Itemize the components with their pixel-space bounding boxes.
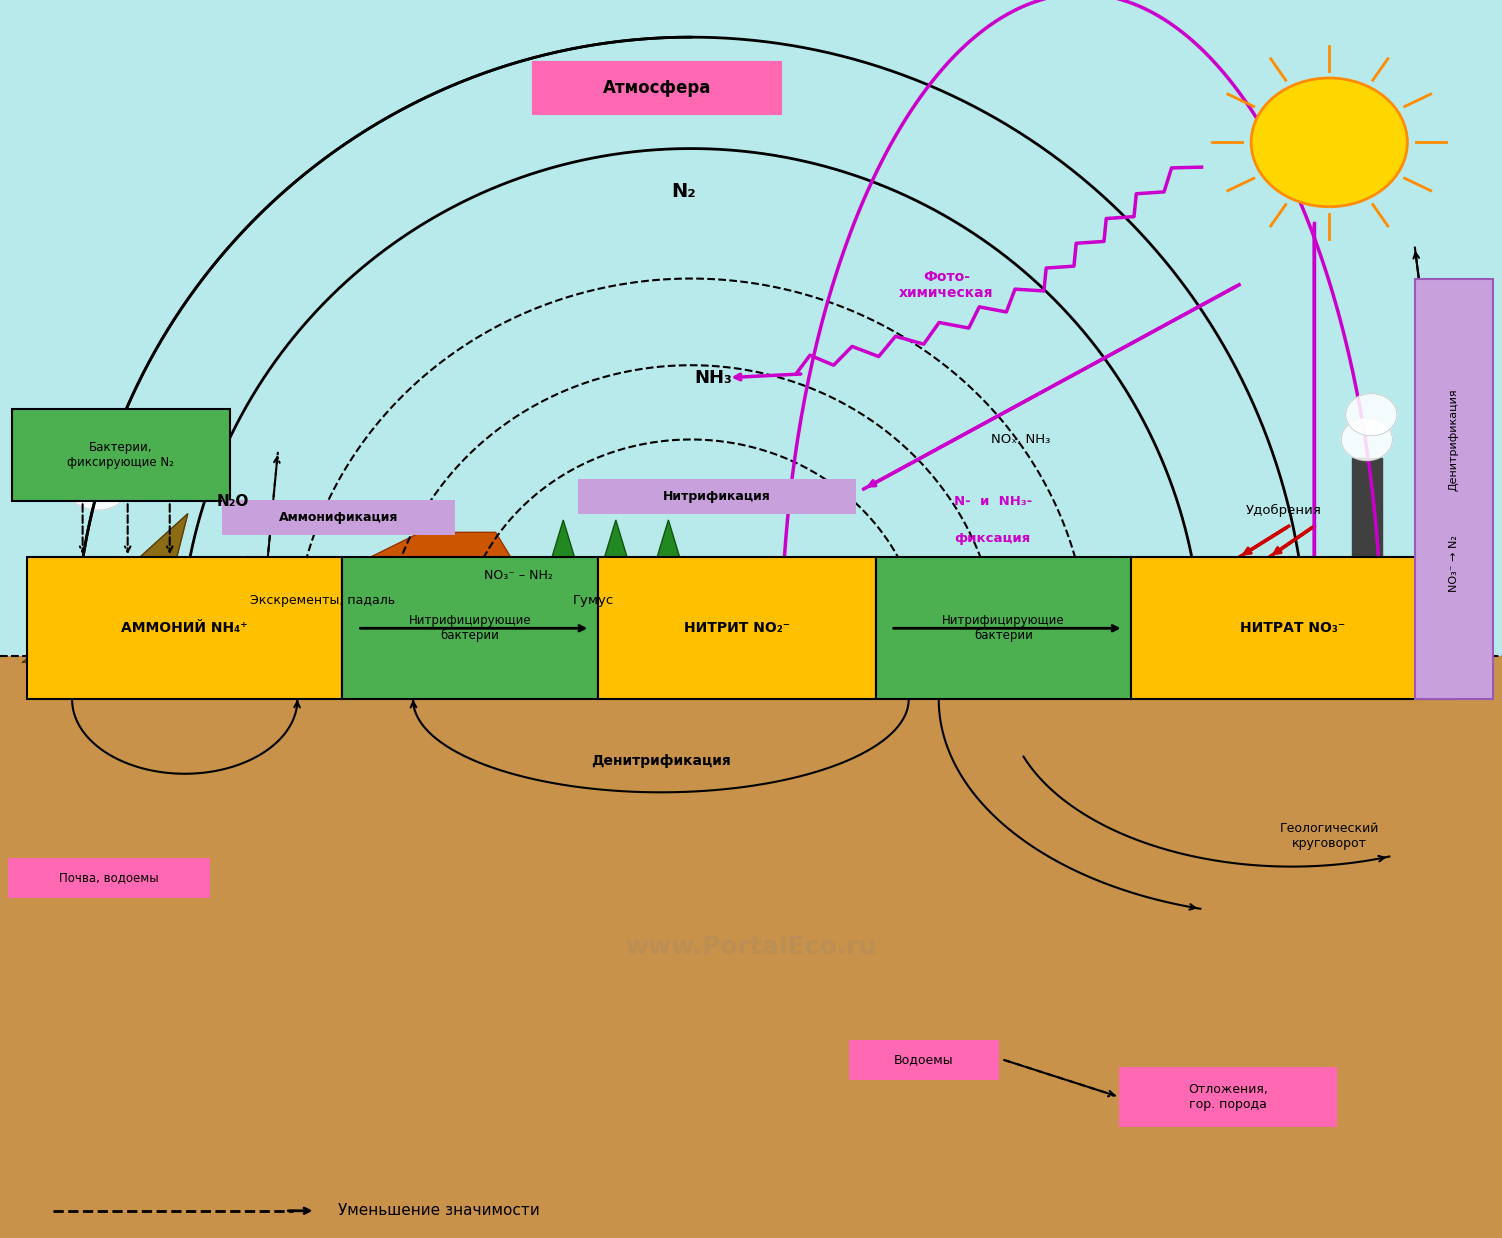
Bar <box>605 638 626 669</box>
FancyBboxPatch shape <box>222 500 455 535</box>
FancyBboxPatch shape <box>1415 279 1493 699</box>
FancyBboxPatch shape <box>598 557 876 699</box>
Text: АММОНИЙ NH₄⁺: АММОНИЙ NH₄⁺ <box>122 621 248 635</box>
FancyBboxPatch shape <box>533 62 781 114</box>
Text: НИТРИТ NO₂⁻: НИТРИТ NO₂⁻ <box>683 621 790 635</box>
Text: Гумус: Гумус <box>572 594 614 607</box>
FancyBboxPatch shape <box>849 1040 999 1080</box>
Text: N₂O: N₂O <box>216 494 249 509</box>
Text: Геологический
круговорот: Геологический круговорот <box>1280 822 1379 849</box>
Circle shape <box>65 456 131 510</box>
Text: фиксация: фиксация <box>954 532 1030 545</box>
Bar <box>553 638 574 669</box>
Polygon shape <box>345 532 526 644</box>
Text: Отложения,
гор. порода: Отложения, гор. порода <box>1188 1083 1268 1110</box>
Text: N-  и  NH₃-: N- и NH₃- <box>954 495 1032 508</box>
Bar <box>658 638 679 669</box>
Polygon shape <box>631 520 706 644</box>
FancyBboxPatch shape <box>876 557 1131 699</box>
FancyBboxPatch shape <box>1119 1067 1337 1127</box>
Text: Атмосфера: Атмосфера <box>602 79 712 97</box>
Text: Аммонификация: Аммонификация <box>279 511 398 524</box>
FancyBboxPatch shape <box>578 479 856 514</box>
Text: Нитрифицирующие
бактерии: Нитрифицирующие бактерии <box>942 614 1065 643</box>
Text: Денитрификация: Денитрификация <box>1449 389 1458 490</box>
Text: Экскременты, падаль: Экскременты, падаль <box>251 594 395 607</box>
FancyBboxPatch shape <box>0 656 1502 1238</box>
Circle shape <box>1346 394 1397 436</box>
FancyBboxPatch shape <box>0 0 1502 656</box>
Polygon shape <box>1269 557 1404 656</box>
Polygon shape <box>526 520 601 644</box>
Text: Нитрифицирующие
бактерии: Нитрифицирующие бактерии <box>409 614 532 643</box>
Polygon shape <box>1352 458 1382 557</box>
Text: Фото-
химическая: Фото- химическая <box>900 270 993 300</box>
Circle shape <box>86 430 140 474</box>
Circle shape <box>1341 418 1392 461</box>
Text: Бактерии,
фиксирующие N₂: Бактерии, фиксирующие N₂ <box>68 441 174 469</box>
Circle shape <box>1251 78 1407 207</box>
Polygon shape <box>578 520 653 644</box>
Text: NO₃⁻ – NH₂: NO₃⁻ – NH₂ <box>484 569 553 582</box>
Text: Нитрификация: Нитрификация <box>664 490 771 503</box>
FancyBboxPatch shape <box>1131 557 1454 699</box>
FancyBboxPatch shape <box>27 557 342 699</box>
Text: Уменьшение значимости: Уменьшение значимости <box>338 1203 539 1218</box>
Text: Денитрификация: Денитрификация <box>590 754 731 769</box>
Text: NO₃⁻ → N₂: NO₃⁻ → N₂ <box>1449 535 1458 592</box>
Text: Удобрения: Удобрения <box>1247 504 1322 516</box>
Text: NOₓ, NH₃: NOₓ, NH₃ <box>991 433 1051 446</box>
Text: N₂: N₂ <box>671 182 695 202</box>
Text: Водоемы: Водоемы <box>894 1054 954 1066</box>
Circle shape <box>111 444 159 484</box>
Text: НИТРАТ NO₃⁻: НИТРАТ NO₃⁻ <box>1239 621 1346 635</box>
Text: NH₃: NH₃ <box>694 369 733 386</box>
Polygon shape <box>23 514 188 662</box>
FancyBboxPatch shape <box>12 409 230 501</box>
Text: www.PortalEco.ru: www.PortalEco.ru <box>625 935 877 959</box>
FancyBboxPatch shape <box>342 557 598 699</box>
Text: Почва, водоемы: Почва, водоемы <box>59 872 159 884</box>
FancyBboxPatch shape <box>8 858 210 898</box>
